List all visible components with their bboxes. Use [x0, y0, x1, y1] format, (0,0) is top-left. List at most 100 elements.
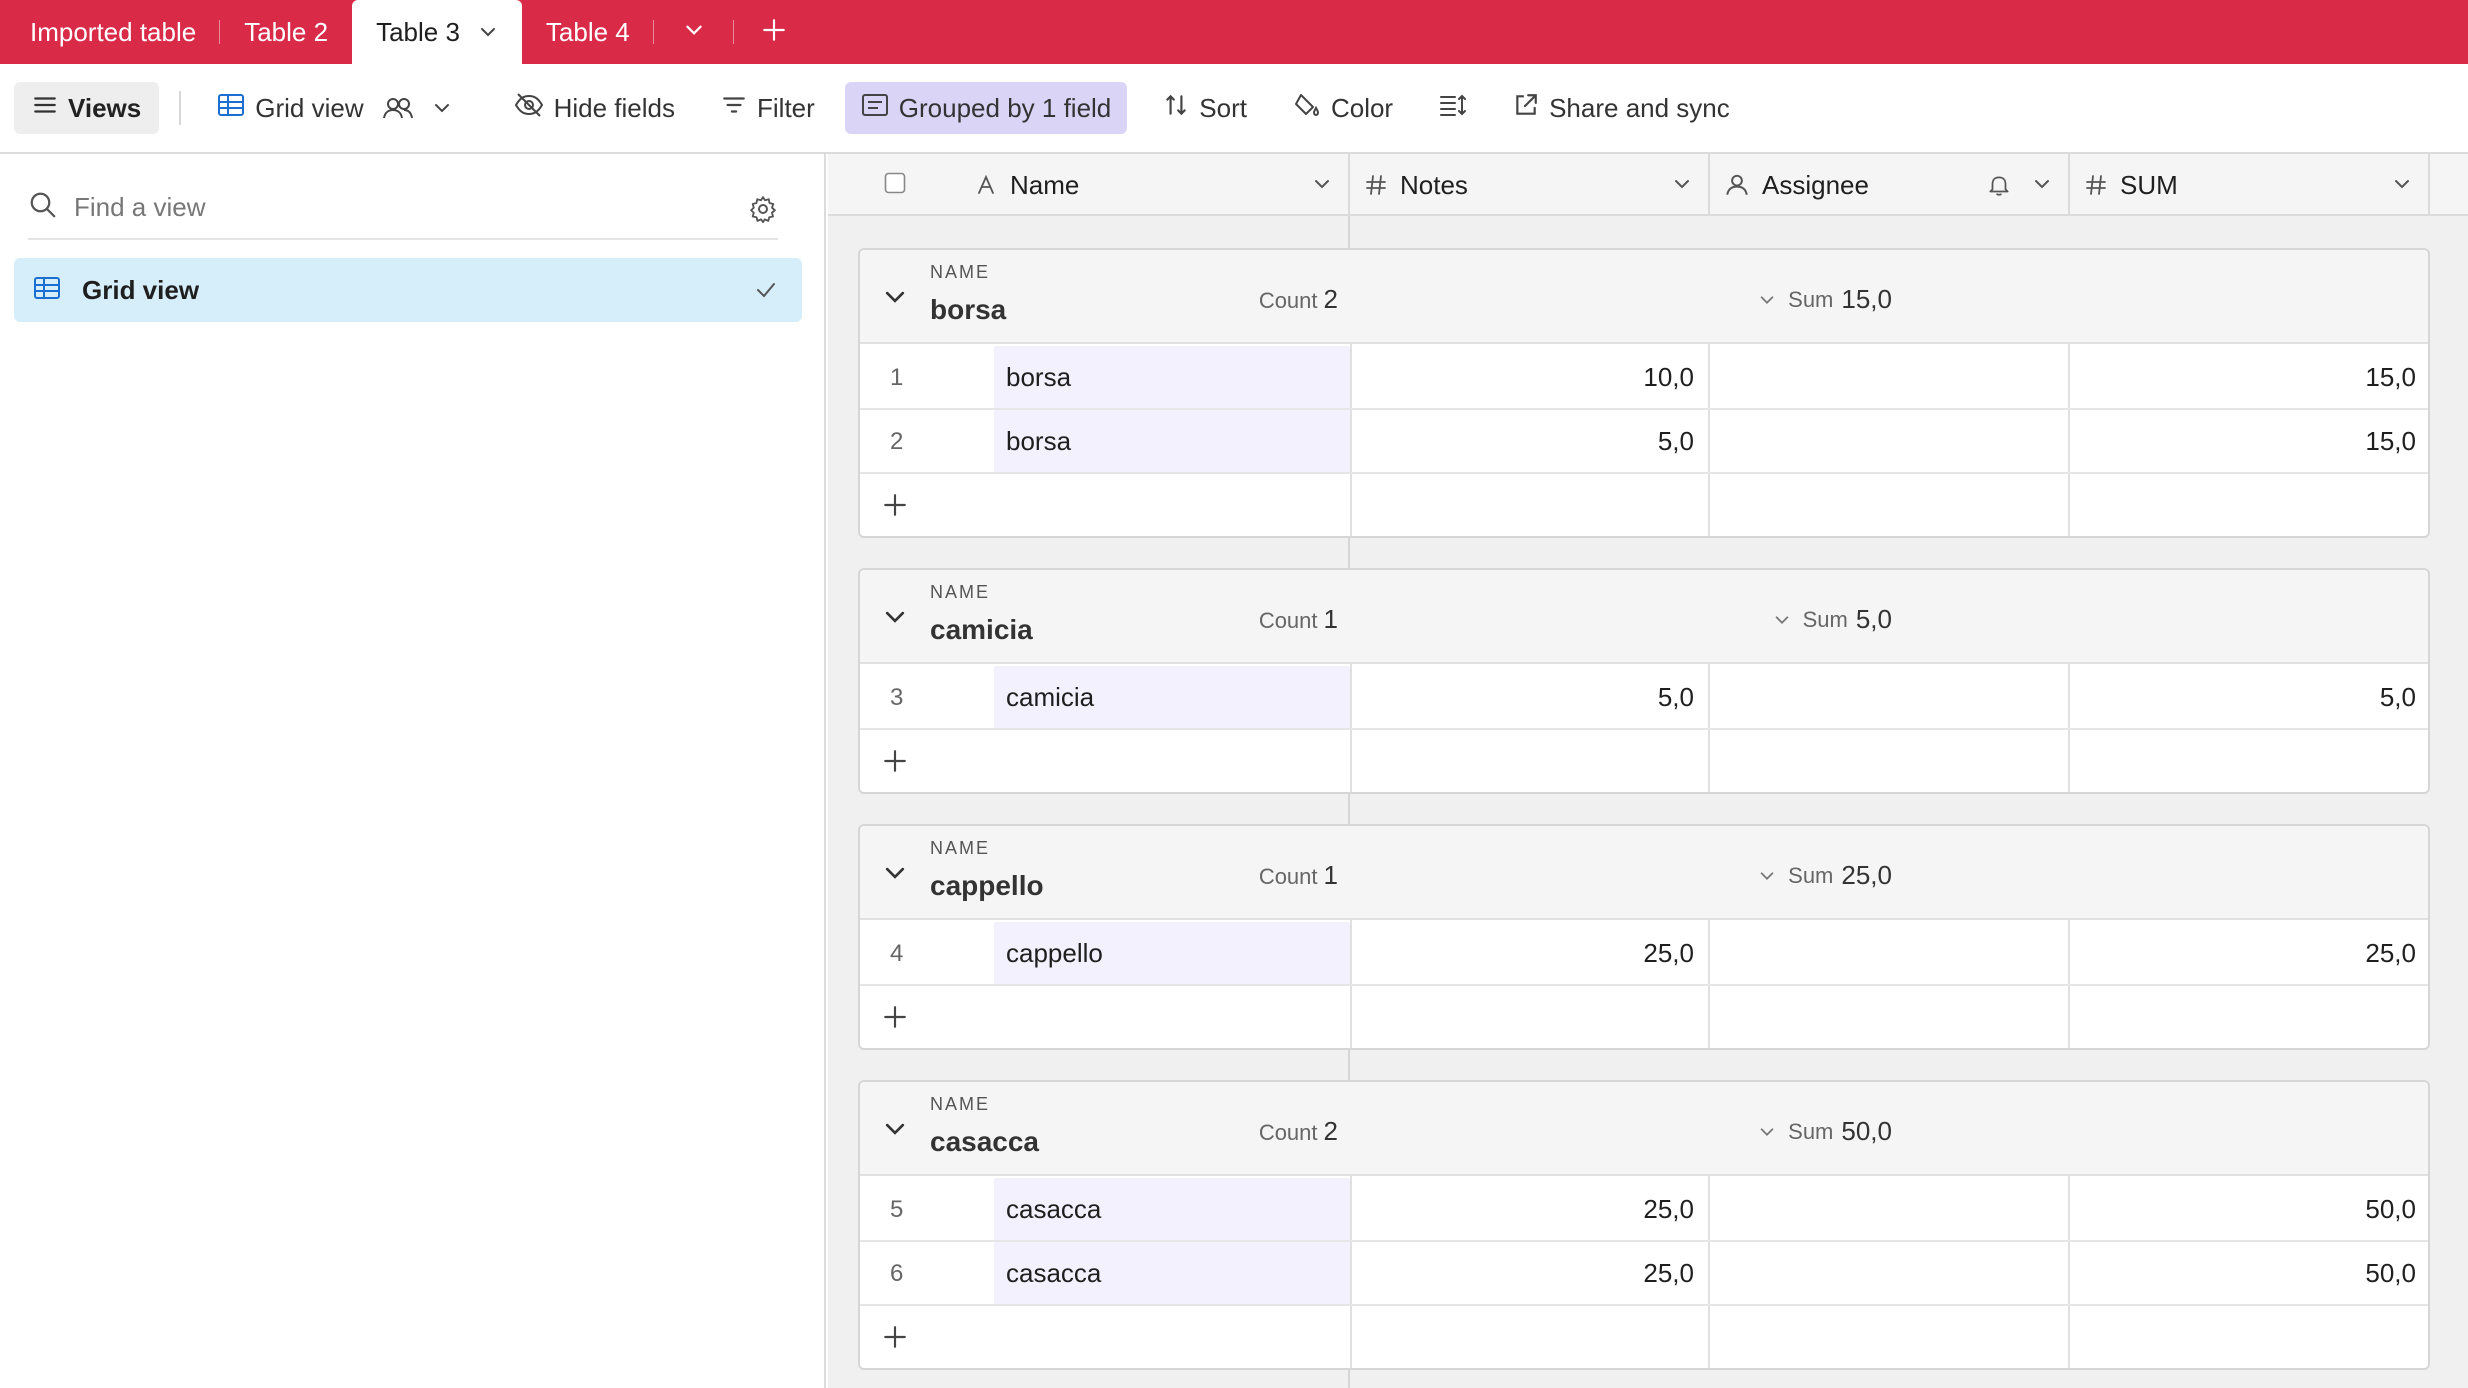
search-icon — [28, 190, 58, 225]
hamburger-icon — [32, 92, 58, 125]
add-record-button[interactable] — [860, 986, 2428, 1048]
cell-sum[interactable]: 5,0 — [2379, 681, 2416, 712]
cell-name[interactable]: casacca — [994, 1178, 1350, 1240]
count-value: 1 — [1323, 604, 1338, 634]
table-row[interactable]: 6 casacca 25,0 50,0 — [860, 1242, 2428, 1306]
group-header[interactable]: NAME camicia Count 1 Sum 5,0 — [860, 570, 2428, 664]
cell-name[interactable]: camicia — [994, 666, 1350, 728]
table-row[interactable]: 3 camicia 5,0 5,0 — [860, 666, 2428, 730]
hide-fields-button[interactable]: Hide fields — [498, 82, 691, 134]
group-sum[interactable]: Sum 50,0 — [1572, 1116, 1892, 1147]
cell-sum[interactable]: 15,0 — [2365, 425, 2416, 456]
cell-name[interactable]: cappello — [994, 922, 1350, 984]
chevron-down-icon[interactable] — [478, 22, 498, 42]
add-table-button[interactable] — [734, 0, 814, 64]
chevron-down-icon[interactable] — [1672, 174, 1692, 194]
group-divider — [1350, 570, 1352, 792]
group-sum[interactable]: Sum 5,0 — [1572, 604, 1892, 635]
cell-notes[interactable]: 5,0 — [1657, 681, 1694, 712]
group-name: casacca — [930, 1126, 1040, 1157]
group-field-label: NAME — [930, 262, 991, 282]
count-label: Count — [1258, 864, 1318, 889]
text-field-icon — [974, 173, 998, 197]
bell-icon[interactable] — [1986, 172, 2012, 198]
cell-sum[interactable]: 50,0 — [2365, 1257, 2416, 1288]
sum-label: Sum — [1802, 606, 1848, 632]
views-label: Views — [68, 92, 142, 123]
cell-notes[interactable]: 25,0 — [1643, 1193, 1694, 1224]
add-record-button[interactable] — [860, 474, 2428, 536]
search-input[interactable]: Find a view — [74, 191, 206, 222]
add-record-button[interactable] — [860, 730, 2428, 792]
group-header[interactable]: NAME borsa Count 2 Sum 15,0 — [860, 250, 2428, 344]
add-record-button[interactable] — [860, 1306, 2428, 1368]
view-switcher-button[interactable]: Grid view — [201, 82, 467, 134]
group-header[interactable]: NAME casacca Count 2 Sum 50,0 — [860, 1082, 2428, 1176]
tab-table-3[interactable]: Table 3 — [352, 0, 522, 64]
table-row[interactable]: 2 borsa 5,0 15,0 — [860, 410, 2428, 474]
table-row[interactable]: 1 borsa 10,0 15,0 — [860, 346, 2428, 410]
record-group: NAME camicia Count 1 Sum 5,0 3 camicia 5,0… — [858, 568, 2430, 794]
collapse-chevron-icon[interactable] — [882, 604, 908, 630]
group-sum[interactable]: Sum 25,0 — [1572, 860, 1892, 891]
cell-sum[interactable]: 15,0 — [2365, 361, 2416, 392]
group-name: camicia — [930, 614, 1033, 645]
sidebar-item-label: Grid view — [82, 274, 200, 305]
chevron-down-icon — [432, 98, 452, 118]
record-group: NAME borsa Count 2 Sum 15,0 1 borsa 10,0 1… — [858, 248, 2430, 538]
find-view-search[interactable]: Find a view — [28, 176, 778, 240]
count-value: 2 — [1323, 284, 1338, 314]
tab-table-2[interactable]: Table 2 — [220, 0, 352, 64]
table-row[interactable]: 4 cappello 25,0 25,0 — [860, 922, 2428, 986]
collapse-chevron-icon[interactable] — [882, 1116, 908, 1142]
cell-notes[interactable]: 25,0 — [1643, 1257, 1694, 1288]
plus-icon — [882, 492, 908, 518]
collapse-chevron-icon[interactable] — [882, 860, 908, 886]
group-sum[interactable]: Sum 15,0 — [1572, 284, 1892, 315]
group-header[interactable]: NAME cappello Count 1 Sum 25,0 — [860, 826, 2428, 920]
column-header-sum[interactable]: SUM — [2070, 154, 2430, 216]
tab-imported-table[interactable]: Imported table — [6, 0, 221, 64]
sum-label: Sum — [1788, 286, 1834, 312]
sidebar-item-grid-view[interactable]: Grid view — [14, 258, 802, 322]
views-toggle-button[interactable]: Views — [14, 82, 160, 134]
group-button[interactable]: Grouped by 1 field — [844, 82, 1128, 134]
row-number: 4 — [890, 940, 904, 967]
collapse-chevron-icon[interactable] — [882, 284, 908, 310]
chevron-down-icon[interactable] — [2032, 174, 2052, 194]
chevron-down-icon[interactable] — [1312, 174, 1332, 194]
group-count: Count 2 — [1259, 1116, 1338, 1147]
sort-button[interactable]: Sort — [1147, 82, 1263, 134]
sum-label: Sum — [1788, 862, 1834, 888]
grid-view: Name Notes Assignee — [828, 154, 2468, 1388]
filter-icon — [721, 92, 747, 125]
share-and-sync-button[interactable]: Share and sync — [1497, 82, 1746, 134]
gear-icon[interactable] — [748, 194, 778, 229]
group-divider — [1350, 250, 1352, 536]
tab-table-4[interactable]: Table 4 — [522, 0, 654, 64]
sum-label: Sum — [1788, 1118, 1834, 1144]
table-row[interactable]: 5 casacca 25,0 50,0 — [860, 1178, 2428, 1242]
column-header-name[interactable]: Name — [962, 154, 1350, 216]
color-button[interactable]: Color — [1277, 82, 1409, 134]
group-divider — [1708, 1082, 1710, 1368]
cell-name[interactable]: borsa — [994, 346, 1350, 408]
filter-button[interactable]: Filter — [705, 82, 831, 134]
group-field-label: NAME — [930, 838, 991, 858]
cell-name[interactable]: borsa — [994, 410, 1350, 472]
chevron-down-icon[interactable] — [2392, 174, 2412, 194]
cell-sum[interactable]: 50,0 — [2365, 1193, 2416, 1224]
column-header-notes[interactable]: Notes — [1350, 154, 1710, 216]
cell-notes[interactable]: 5,0 — [1657, 425, 1694, 456]
cell-notes[interactable]: 25,0 — [1643, 937, 1694, 968]
cell-name[interactable]: casacca — [994, 1242, 1350, 1304]
number-field-icon — [2084, 173, 2108, 197]
all-tables-dropdown[interactable] — [654, 0, 734, 64]
select-all-checkbox[interactable] — [884, 170, 906, 201]
row-height-icon — [1439, 92, 1467, 125]
group-divider — [1708, 570, 1710, 792]
cell-notes[interactable]: 10,0 — [1643, 361, 1694, 392]
row-height-button[interactable] — [1423, 82, 1483, 134]
column-header-assignee[interactable]: Assignee — [1710, 154, 2070, 216]
cell-sum[interactable]: 25,0 — [2365, 937, 2416, 968]
